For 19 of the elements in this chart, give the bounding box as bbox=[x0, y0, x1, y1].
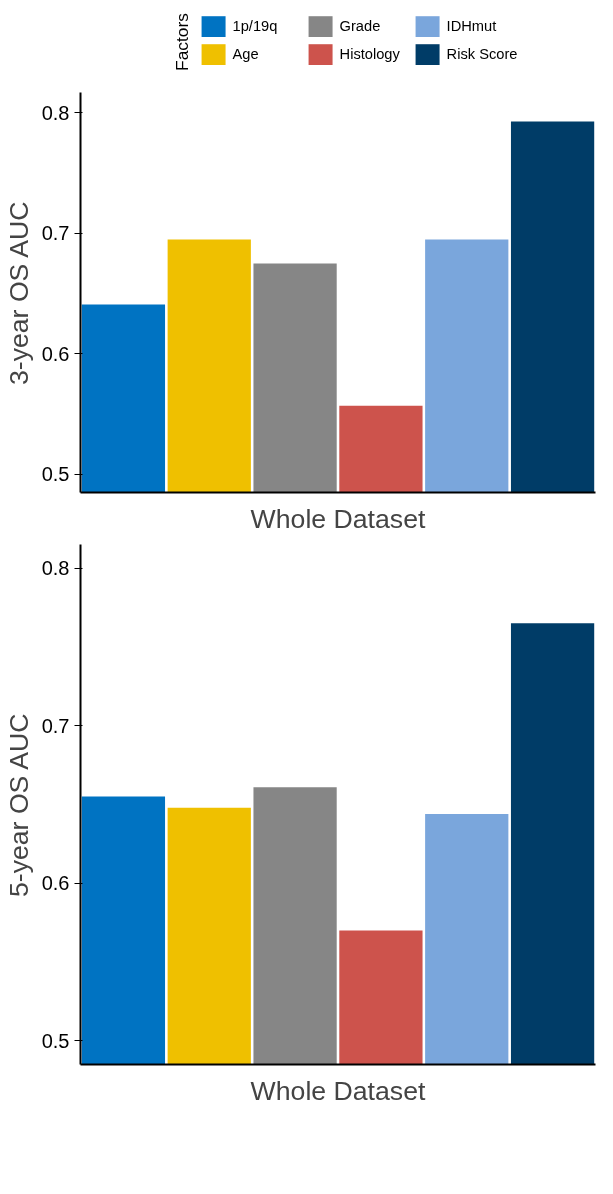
legend-label: Age bbox=[232, 46, 260, 63]
y-tick-label: 0.5 bbox=[41, 463, 70, 486]
legend-title: Factors bbox=[171, 13, 193, 71]
y-tick-label: 0.6 bbox=[41, 872, 70, 895]
y-tick-label: 0.7 bbox=[41, 222, 70, 245]
legend-label: IDHmut bbox=[446, 18, 498, 35]
legend-label: Risk Score bbox=[446, 46, 518, 63]
y-tick-label: 0.8 bbox=[41, 101, 70, 124]
legend-label: Grade bbox=[339, 18, 382, 35]
y-tick-label: 0.5 bbox=[41, 1029, 70, 1052]
x-axis-title: Whole Dataset bbox=[250, 503, 427, 534]
x-axis-title: Whole Dataset bbox=[250, 1075, 427, 1106]
y-tick-label: 0.7 bbox=[41, 714, 70, 737]
y-tick-label: 0.6 bbox=[41, 342, 70, 365]
legend-label: Histology bbox=[339, 46, 401, 63]
y-axis-title: 3-year OS AUC bbox=[3, 201, 34, 386]
legend-label: 1p/19q bbox=[232, 18, 279, 35]
y-axis-title: 5-year OS AUC bbox=[3, 713, 34, 898]
y-tick-label: 0.8 bbox=[41, 557, 70, 580]
